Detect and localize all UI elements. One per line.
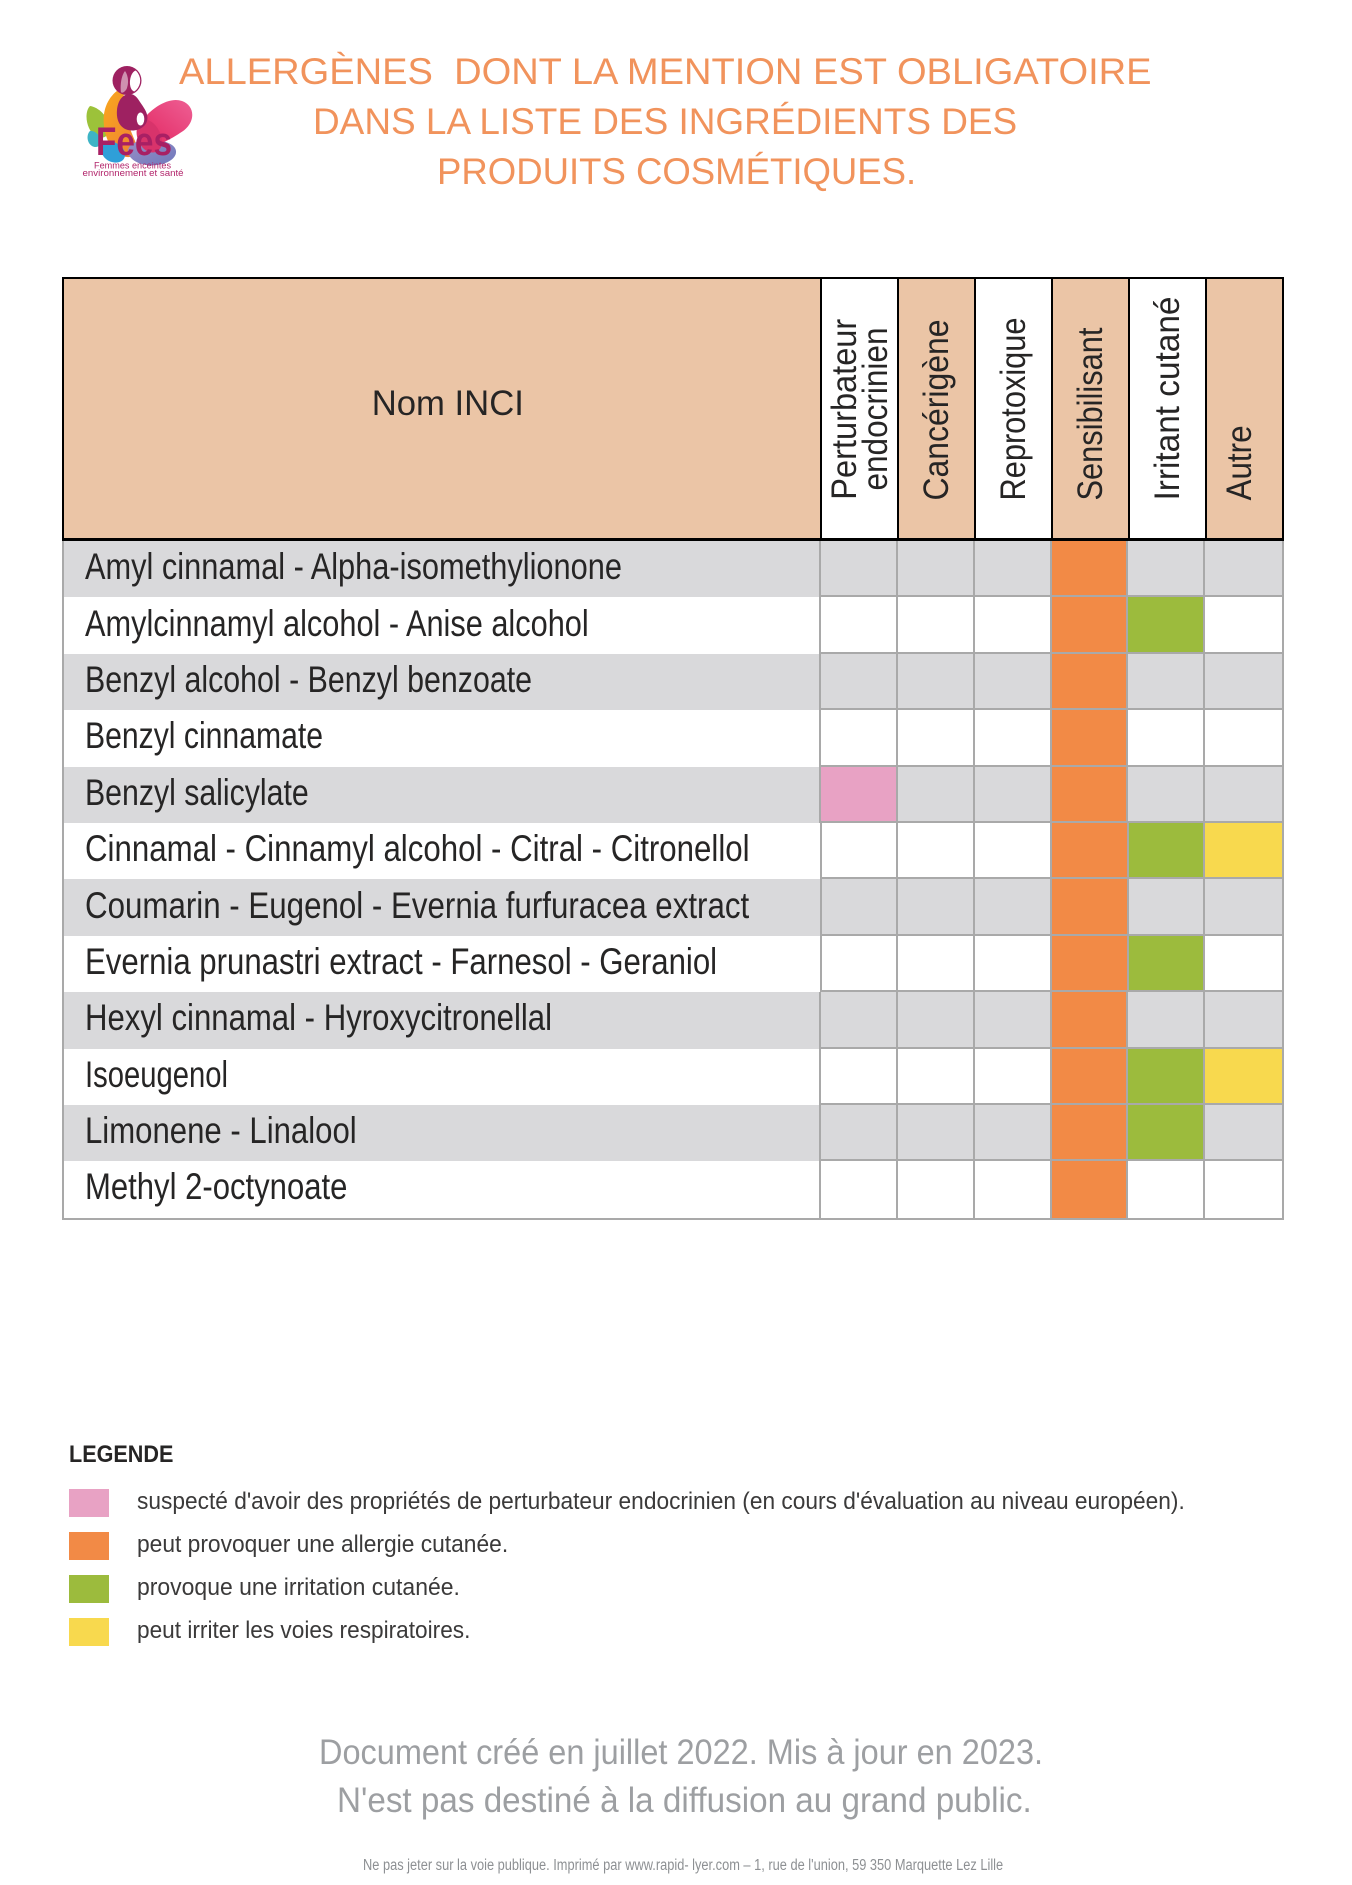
svg-text:environnement et santé: environnement et santé bbox=[83, 168, 184, 178]
svg-text:Femmes enceintes: Femmes enceintes bbox=[94, 161, 172, 171]
svg-text:Fees: Fees bbox=[96, 120, 172, 164]
